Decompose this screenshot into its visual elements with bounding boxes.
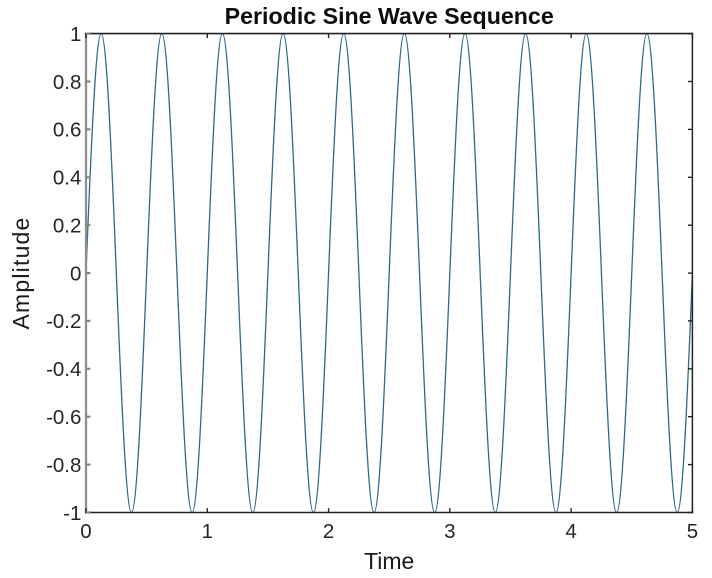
svg-text:-0.8: -0.8 xyxy=(46,454,81,477)
svg-text:0: 0 xyxy=(70,262,81,285)
svg-text:0: 0 xyxy=(80,520,91,543)
svg-text:-1: -1 xyxy=(63,502,81,525)
svg-text:-0.4: -0.4 xyxy=(46,358,81,381)
svg-text:Time: Time xyxy=(364,548,414,574)
svg-text:2: 2 xyxy=(323,520,334,543)
svg-text:0.8: 0.8 xyxy=(53,71,82,94)
svg-text:0.4: 0.4 xyxy=(53,167,82,190)
svg-text:-0.2: -0.2 xyxy=(46,310,81,333)
svg-text:0.2: 0.2 xyxy=(53,215,82,238)
svg-text:4: 4 xyxy=(565,520,576,543)
svg-text:-0.6: -0.6 xyxy=(46,406,81,429)
svg-text:1: 1 xyxy=(70,23,81,46)
svg-text:5: 5 xyxy=(687,520,698,543)
svg-text:1: 1 xyxy=(202,520,213,543)
svg-text:Amplitude: Amplitude xyxy=(8,216,34,329)
svg-text:Periodic Sine Wave Sequence: Periodic Sine Wave Sequence xyxy=(225,3,554,29)
svg-text:0.6: 0.6 xyxy=(53,119,82,142)
svg-text:3: 3 xyxy=(444,520,455,543)
